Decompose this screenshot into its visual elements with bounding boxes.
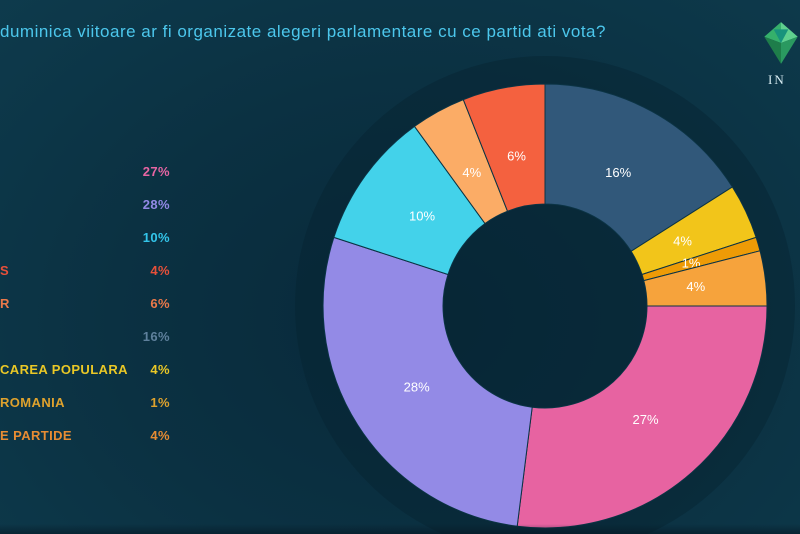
chart-title: duminica viitoare ar fi organizate alege… xyxy=(0,22,606,41)
legend-item: 16% xyxy=(0,320,170,353)
gem-logo-icon xyxy=(756,20,800,66)
legend-item: ROMANIA 1% xyxy=(0,386,170,419)
donut-segment-6% xyxy=(462,83,546,212)
legend-party-label: CAREA POPULARA xyxy=(0,362,128,377)
legend-percent-value: 10% xyxy=(142,230,170,245)
legend-percent-value: 28% xyxy=(142,197,170,212)
legend-percent-value: 4% xyxy=(150,428,170,443)
brand-text: IN xyxy=(768,72,786,87)
legend-item: E PARTIDE 4% xyxy=(0,419,170,452)
segment-label: 16% xyxy=(605,165,631,180)
segment-label: 4% xyxy=(462,165,481,180)
legend-percent-value: 4% xyxy=(150,263,170,278)
legend-percent-value: 16% xyxy=(142,329,170,344)
legend-percent-value: 6% xyxy=(150,296,170,311)
legend-party-label: S xyxy=(0,263,10,278)
legend-item: CAREA POPULARA 4% xyxy=(0,353,170,386)
legend-percent-value: 27% xyxy=(142,164,170,179)
segment-label: 6% xyxy=(507,149,526,164)
legend-item: 28% xyxy=(0,188,170,221)
chart-legend: 27% 28% 10% S 4% R 6% 16% CAREA POPULARA 4% ROMANI… xyxy=(0,155,170,452)
legend-party-label: ROMANIA xyxy=(0,395,65,410)
segment-label: 28% xyxy=(404,379,430,394)
donut-segment-16% xyxy=(544,83,734,252)
segment-label: 10% xyxy=(409,209,435,224)
legend-item: 10% xyxy=(0,221,170,254)
segment-label: 4% xyxy=(686,279,705,294)
segment-label: 27% xyxy=(632,412,658,427)
legend-percent-value: 4% xyxy=(150,362,170,377)
donut-segment-28% xyxy=(322,236,533,527)
donut-segment-27% xyxy=(516,305,768,529)
legend-item: R 6% xyxy=(0,287,170,320)
brand-logo: IN xyxy=(756,20,800,88)
legend-party-label: R xyxy=(0,296,10,311)
legend-party-label: E PARTIDE xyxy=(0,428,72,443)
legend-item: 27% xyxy=(0,155,170,188)
legend-percent-value: 1% xyxy=(150,395,170,410)
legend-item: S 4% xyxy=(0,254,170,287)
segment-label: 4% xyxy=(673,233,692,248)
